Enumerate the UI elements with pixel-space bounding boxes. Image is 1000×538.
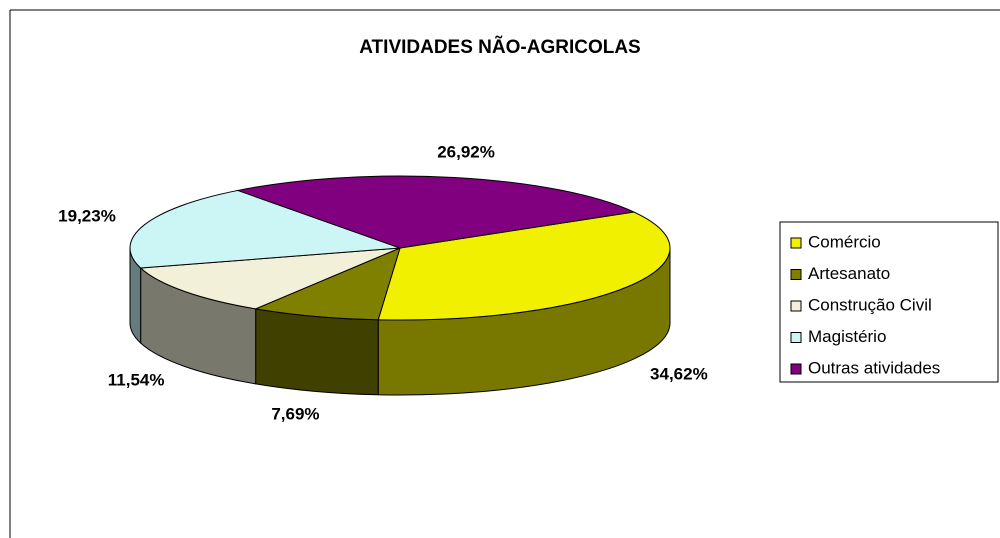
data-label: 7,69% — [271, 404, 319, 423]
slice-side — [255, 308, 379, 396]
legend-label: Outras atividades — [808, 358, 940, 377]
legend-swatch — [790, 269, 802, 280]
slice-top — [129, 189, 401, 269]
legend-label: Magistério — [808, 327, 886, 346]
legend-label: Comércio — [808, 232, 881, 251]
data-label: 19,23% — [58, 207, 116, 226]
data-label: 34,62% — [650, 364, 708, 383]
slice-top — [253, 247, 401, 321]
legend-swatch — [790, 237, 802, 249]
slice-top — [235, 175, 636, 249]
legend-swatch — [790, 332, 802, 343]
data-label: 11,54% — [108, 371, 165, 390]
slice-top — [377, 211, 671, 321]
legend-label: Artesanato — [808, 264, 890, 283]
legend-box — [779, 221, 999, 383]
legend-swatch — [790, 363, 802, 375]
legend-swatch — [790, 300, 802, 312]
legend-label: Construção Civil — [808, 295, 932, 314]
chart-title: ATIVIDADES NÃO-AGRICOLAS — [359, 36, 640, 58]
data-label: 26,92% — [437, 142, 495, 161]
